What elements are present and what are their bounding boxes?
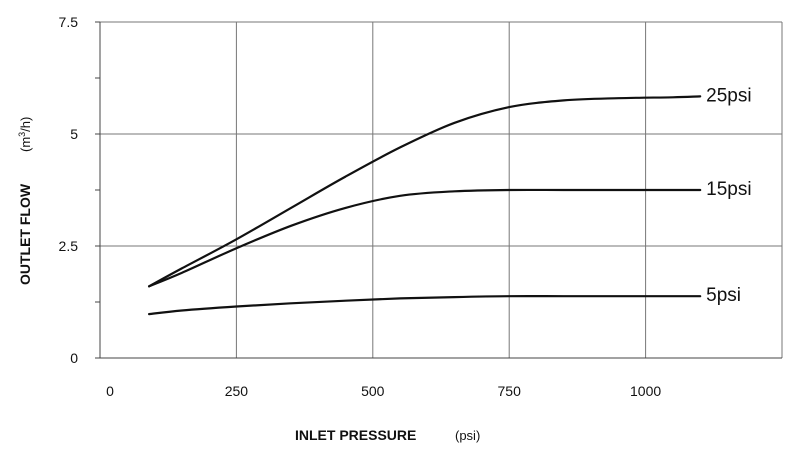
y-tick-label-0: 0 <box>70 350 78 366</box>
x-tick-label-2: 500 <box>361 383 385 399</box>
y-axis-title: OUTLET FLOW <box>17 183 33 285</box>
series-layer <box>148 95 702 316</box>
x-tick-label-0: 0 <box>106 383 114 399</box>
y-tick-label-3: 7.5 <box>59 14 79 30</box>
series-line-25psi <box>148 95 702 288</box>
y-axis-unit-sup: 3 <box>17 132 27 137</box>
y-tick-label-1: 2.5 <box>59 238 79 254</box>
series-label-25psi: 25psi <box>706 85 751 106</box>
ticks-layer <box>95 21 100 359</box>
y-axis-unit-suffix: /h) <box>18 117 33 132</box>
series-line-5psi <box>148 295 702 316</box>
x-tick-label-1: 250 <box>225 383 249 399</box>
series-label-15psi: 15psi <box>706 179 751 200</box>
y-axis-unit: (m3/h) <box>17 117 33 152</box>
series-label-5psi: 5psi <box>706 285 741 306</box>
labels-layer: 0 2.5 5 7.5 0 250 500 750 1000 25psi 15psi 5psi <box>59 14 752 399</box>
x-axis-title: INLET PRESSURE <box>295 427 416 443</box>
x-axis-unit: (psi) <box>455 428 480 443</box>
y-tick-label-2: 5 <box>70 126 78 142</box>
series-line-15psi <box>148 188 702 288</box>
x-tick-label-4: 1000 <box>630 383 661 399</box>
y-axis-unit-prefix: (m <box>18 137 33 152</box>
y-axis-title-group: OUTLET FLOW (m3/h) <box>17 117 33 285</box>
x-tick-label-3: 750 <box>498 383 522 399</box>
grid-layer <box>100 21 783 358</box>
